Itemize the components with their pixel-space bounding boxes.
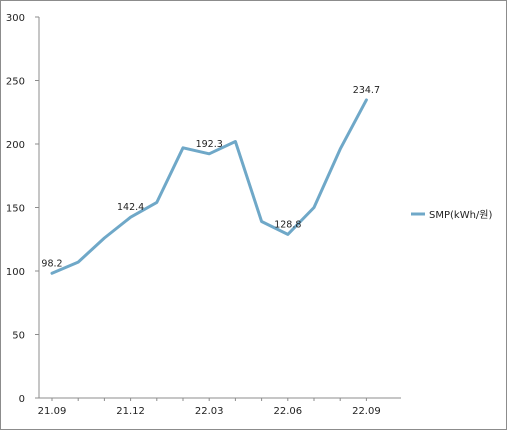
y-tick-label: 150 [6,204,25,215]
series-group [50,98,368,275]
data-labels: 98.2 142.4 192.3 128.8 234.7 [41,85,380,269]
legend[interactable]: SMP(kWh/원) [411,209,492,221]
y-tick-label: 200 [6,140,25,151]
y-axis-ticks: 0 50 100 150 200 250 300 [6,13,39,405]
x-tick-label: 22.06 [273,406,302,417]
y-tick-label: 50 [12,331,25,342]
data-label: 192.3 [196,139,223,150]
x-tick-label: 22.03 [195,406,224,417]
x-tick-label: 21.12 [116,406,145,417]
y-tick-label: 0 [19,394,25,405]
y-tick-label: 250 [6,77,25,88]
data-label: 234.7 [353,85,380,96]
legend-label: SMP(kWh/원) [429,209,492,221]
x-tick-label: 21.09 [38,406,67,417]
series-line-smp [50,98,368,275]
data-label: 98.2 [41,258,62,269]
x-axis-ticks: 21.09 21.12 22.03 22.06 22.09 [38,398,381,417]
y-tick-label: 300 [6,13,25,24]
chart-axes [38,17,401,399]
x-tick-label: 22.09 [352,406,381,417]
data-label: 142.4 [117,202,144,213]
data-label: 128.8 [274,219,301,230]
y-tick-label: 100 [6,267,25,278]
